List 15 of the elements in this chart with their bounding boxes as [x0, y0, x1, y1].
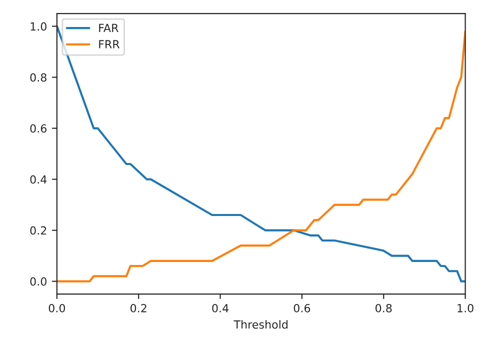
y-tick-label: 0.2	[30, 226, 46, 235]
legend-label: FAR	[99, 24, 118, 32]
y-tick-label: 1.0	[30, 22, 46, 31]
x-tick-label: 0.0	[48, 304, 66, 312]
x-tick-label: 0.8	[376, 304, 392, 312]
y-tick-label: 0.4	[30, 175, 47, 184]
legend-label: FRR	[99, 40, 120, 48]
y-tick-label: 0.0	[30, 277, 46, 286]
x-axis-title: Threshold	[234, 320, 288, 329]
x-tick-label: 0.6	[294, 304, 310, 312]
y-tick-label: 0.8	[30, 73, 46, 82]
y-tick-label: 0.6	[30, 124, 47, 133]
x-tick-label: 0.4	[212, 304, 228, 312]
x-tick-label: 1.0	[458, 304, 474, 312]
x-tick-label: 0.2	[130, 304, 146, 312]
